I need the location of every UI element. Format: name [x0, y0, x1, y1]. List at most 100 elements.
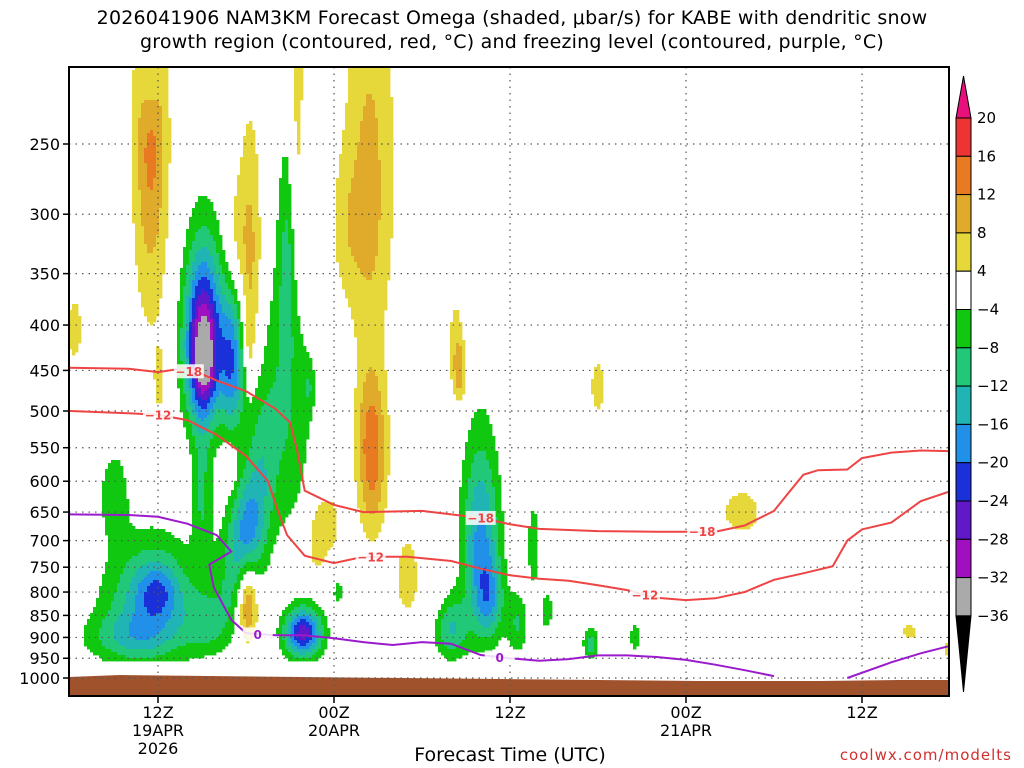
omega-cell: [135, 226, 139, 230]
omega-cell: [78, 316, 82, 320]
omega-cell: [120, 658, 124, 662]
omega-cell: [129, 634, 133, 638]
omega-cell: [192, 457, 196, 461]
omega-cell: [213, 562, 217, 566]
omega-cell: [171, 610, 175, 614]
omega-cell: [237, 250, 241, 254]
omega-cell: [189, 442, 193, 446]
omega-cell: [204, 652, 208, 656]
omega-cell: [156, 373, 160, 377]
omega-cell: [117, 583, 121, 587]
omega-cell: [237, 352, 241, 356]
omega-cell: [219, 439, 223, 443]
omega-cell: [138, 577, 142, 581]
omega-cell: [138, 124, 142, 128]
omega-cell: [228, 520, 232, 524]
omega-cell: [216, 226, 220, 230]
omega-cell: [222, 610, 226, 614]
omega-cell: [216, 394, 220, 398]
omega-cell: [198, 322, 202, 326]
omega-cell: [147, 196, 151, 200]
omega-cell: [219, 235, 223, 239]
omega-cell: [204, 283, 208, 287]
omega-cell: [186, 652, 190, 656]
omega-cell: [192, 277, 196, 281]
omega-cell: [138, 547, 142, 551]
omega-cell: [141, 88, 145, 92]
omega-cell: [198, 622, 202, 626]
omega-cell: [222, 268, 226, 272]
omega-cell: [138, 217, 142, 221]
omega-cell: [147, 574, 151, 578]
omega-cell: [105, 625, 109, 629]
omega-cell: [132, 181, 136, 185]
omega-cell: [216, 391, 220, 395]
omega-cell: [228, 634, 232, 638]
omega-cell: [135, 73, 139, 77]
omega-cell: [198, 430, 202, 434]
omega-cell: [144, 298, 148, 302]
omega-cell: [111, 640, 115, 644]
omega-cell: [195, 319, 199, 323]
omega-cell: [135, 223, 139, 227]
omega-cell: [207, 289, 211, 293]
omega-cell: [117, 490, 121, 494]
omega-cell: [210, 643, 214, 647]
omega-cell: [120, 616, 124, 620]
omega-cell: [213, 295, 217, 299]
omega-cell: [174, 553, 178, 557]
omega-cell: [210, 472, 214, 476]
omega-cell: [204, 325, 208, 329]
omega-cell: [90, 637, 94, 641]
omega-cell: [201, 280, 205, 284]
omega-cell: [141, 202, 145, 206]
omega-cell: [189, 268, 193, 272]
omega-cell: [114, 505, 118, 509]
omega-cell: [225, 400, 229, 404]
omega-cell: [153, 553, 157, 557]
omega-cell: [123, 544, 127, 548]
omega-cell: [117, 505, 121, 509]
omega-cell: [144, 562, 148, 566]
omega-cell: [216, 259, 220, 263]
omega-cell: [114, 526, 118, 530]
omega-cell: [69, 337, 73, 341]
omega-cell: [228, 577, 232, 581]
omega-cell: [231, 352, 235, 356]
omega-cell: [210, 640, 214, 644]
omega-cell: [138, 73, 142, 77]
omega-cell: [186, 355, 190, 359]
omega-cell: [195, 394, 199, 398]
omega-cell: [228, 553, 232, 557]
omega-cell: [129, 556, 133, 560]
omega-cell: [216, 553, 220, 557]
omega-cell: [153, 235, 157, 239]
omega-cell: [201, 598, 205, 602]
omega-cell: [165, 613, 169, 617]
omega-cell: [204, 331, 208, 335]
omega-cell: [210, 340, 214, 344]
omega-cell: [105, 520, 109, 524]
omega-cell: [102, 511, 106, 515]
omega-cell: [135, 163, 139, 167]
omega-cell: [228, 280, 232, 284]
omega-cell: [225, 559, 229, 563]
omega-cell: [213, 619, 217, 623]
omega-cell: [90, 625, 94, 629]
omega-cell: [195, 514, 199, 518]
omega-cell: [147, 202, 151, 206]
omega-cell: [207, 457, 211, 461]
omega-cell: [237, 385, 241, 389]
omega-cell: [186, 556, 190, 560]
omega-cell: [195, 499, 199, 503]
omega-cell: [171, 607, 175, 611]
omega-cell: [225, 394, 229, 398]
omega-cell: [144, 142, 148, 146]
omega-cell: [150, 139, 154, 143]
omega-cell: [225, 397, 229, 401]
omega-cell: [183, 586, 187, 590]
omega-cell: [198, 559, 202, 563]
omega-cell: [234, 235, 238, 239]
omega-cell: [195, 565, 199, 569]
omega-cell: [195, 334, 199, 338]
